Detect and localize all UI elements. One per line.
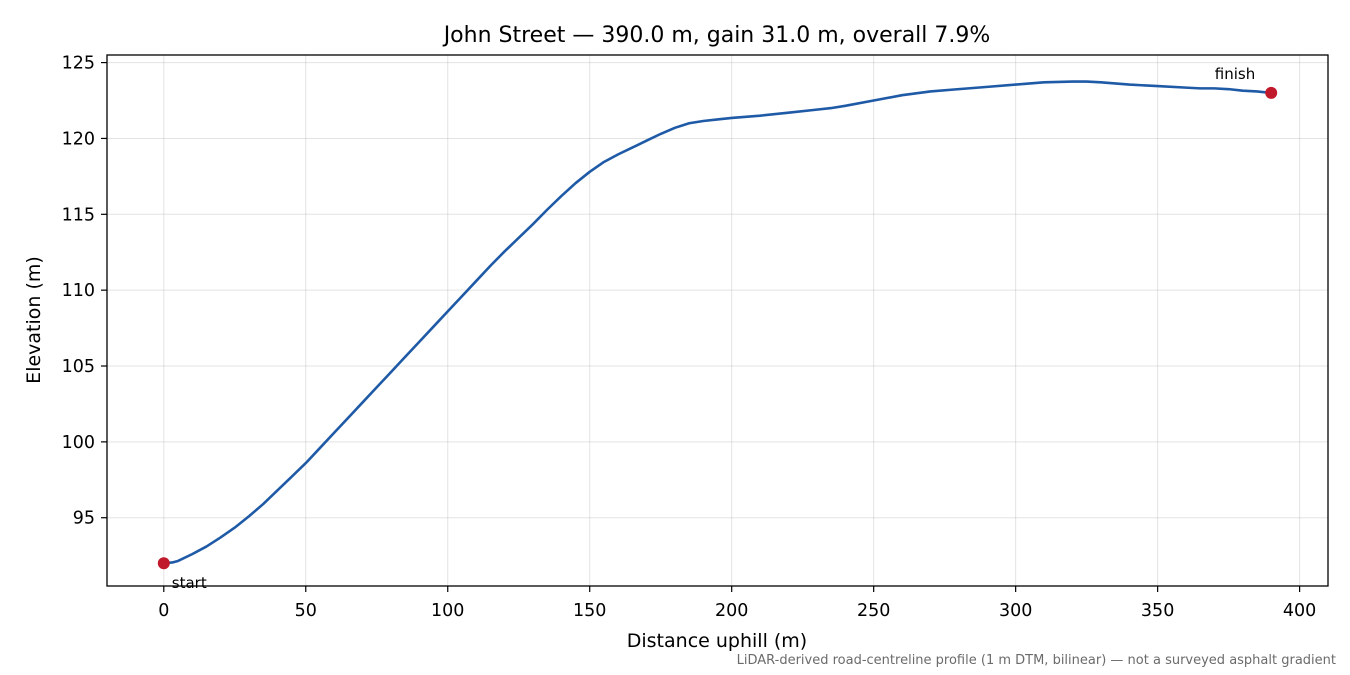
chart-title: John Street — 390.0 m, gain 31.0 m, over… [442, 23, 991, 48]
x-tick-label: 0 [158, 601, 169, 621]
annotations: start finish [157, 65, 1278, 592]
y-tick-label: 100 [62, 433, 95, 453]
x-tick-label: 250 [857, 601, 890, 621]
x-tick-label: 200 [715, 601, 748, 621]
elevation-line [162, 80, 1273, 565]
grid-lines [107, 55, 1328, 586]
x-tick-label: 100 [431, 601, 464, 621]
footnote: LiDAR-derived road-centreline profile (1… [737, 653, 1336, 668]
y-tick-label: 110 [62, 281, 95, 301]
x-tick-label: 300 [999, 601, 1032, 621]
start-marker [157, 557, 170, 570]
finish-label: finish [1215, 65, 1255, 83]
x-tick-label: 50 [295, 601, 317, 621]
y-axis-label: Elevation (m) [23, 256, 45, 384]
x-axis-label: Distance uphill (m) [627, 630, 807, 652]
y-tick-label: 115 [62, 205, 95, 225]
y-tick-label: 125 [62, 54, 95, 74]
y-tick-label: 120 [62, 129, 95, 149]
y-tick-label: 105 [62, 357, 95, 377]
finish-marker [1265, 86, 1278, 99]
y-axis: 95 100 105 110 115 120 125 [62, 54, 107, 529]
plot-frame [106, 54, 1329, 587]
x-axis: 0 50 100 150 200 250 300 350 400 [158, 586, 1316, 621]
x-tick-label: 400 [1283, 601, 1316, 621]
x-tick-label: 150 [573, 601, 606, 621]
y-tick-label: 95 [73, 509, 95, 529]
x-tick-label: 350 [1141, 601, 1174, 621]
start-label: start [172, 574, 207, 592]
